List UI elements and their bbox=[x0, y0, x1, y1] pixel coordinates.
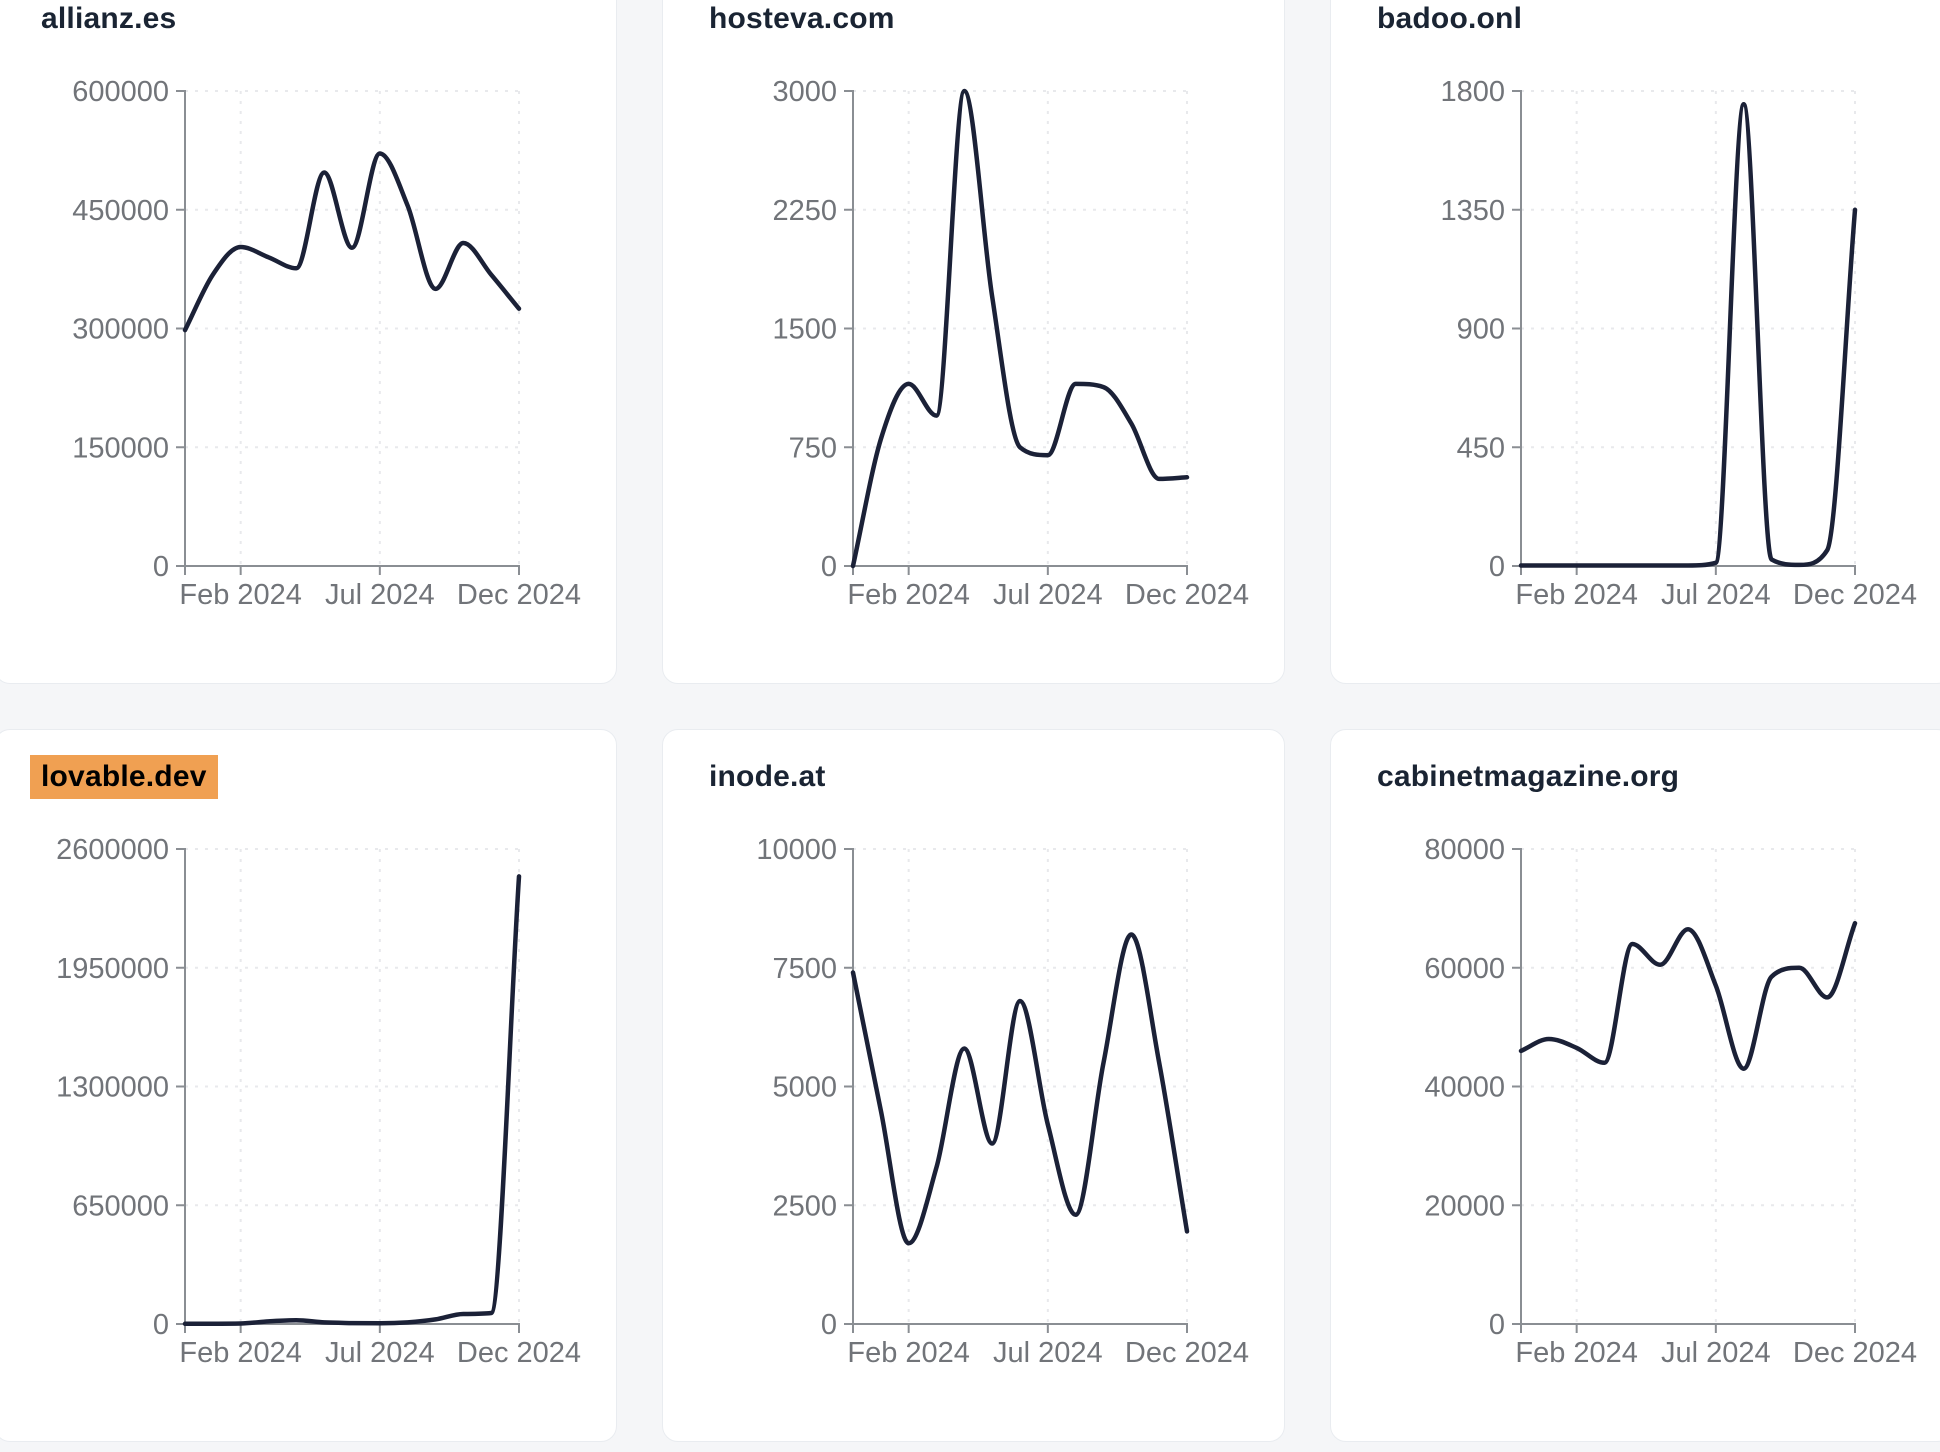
x-axis bbox=[852, 1323, 1188, 1333]
x-tick-label: Dec 2024 bbox=[1125, 579, 1249, 611]
y-tick-label: 900 bbox=[1457, 314, 1505, 346]
chart-title-text: inode.at bbox=[709, 760, 826, 793]
chart-card-inode-at[interactable]: inode.at 0 2500 5000 7500 10000 Feb 2024 Jul 2… bbox=[662, 729, 1285, 1442]
y-tick-label: 300000 bbox=[72, 314, 169, 346]
x-tick-label: Jul 2024 bbox=[1661, 579, 1771, 611]
y-tick-label: 2500 bbox=[772, 1190, 837, 1222]
chart-title-text: lovable.dev bbox=[30, 755, 218, 799]
x-tick-label: Dec 2024 bbox=[1793, 1337, 1917, 1369]
y-tick-label: 0 bbox=[153, 1309, 169, 1341]
line-chart-allianz-es: 0 150000 300000 450000 600000 Feb 2024 Jul 202… bbox=[72, 76, 581, 611]
x-axis bbox=[1520, 1323, 1856, 1333]
chart-title: inode.at bbox=[709, 760, 826, 794]
series-line bbox=[1518, 101, 1858, 568]
chart-title: hosteva.com bbox=[709, 2, 895, 36]
x-axis bbox=[852, 565, 1188, 575]
x-tick-label: Dec 2024 bbox=[1125, 1337, 1249, 1369]
y-tick-label: 40000 bbox=[1424, 1072, 1505, 1104]
x-tick-label: Feb 2024 bbox=[847, 1337, 970, 1369]
x-tick-label: Feb 2024 bbox=[1515, 579, 1638, 611]
line-chart-lovable-dev: 0 650000 1300000 1950000 2600000 Feb 2024 Jul … bbox=[56, 834, 581, 1369]
x-tick-label: Feb 2024 bbox=[179, 1337, 302, 1369]
y-tick-label: 1800 bbox=[1440, 76, 1505, 108]
x-tick-label: Feb 2024 bbox=[1515, 1337, 1638, 1369]
series-line bbox=[850, 932, 1190, 1246]
y-tick-label: 0 bbox=[153, 551, 169, 583]
chart-card-lovable-dev[interactable]: lovable.dev 0 650000 1300000 1950000 2600000… bbox=[0, 729, 617, 1442]
series-line bbox=[1518, 920, 1858, 1071]
y-tick-label: 20000 bbox=[1424, 1190, 1505, 1222]
x-tick-label: Jul 2024 bbox=[325, 579, 435, 611]
x-axis bbox=[184, 565, 520, 575]
x-tick-label: Jul 2024 bbox=[325, 1337, 435, 1369]
chart-title: badoo.onl bbox=[1377, 2, 1522, 36]
y-tick-label: 5000 bbox=[772, 1072, 837, 1104]
series-line bbox=[182, 874, 522, 1327]
line-chart-badoo-onl: 0 450 900 1350 1800 Feb 2024 Jul 2024 Dec 2024 bbox=[1440, 76, 1917, 611]
y-tick-label: 1500 bbox=[772, 314, 837, 346]
line-chart-cabinetmagazine-org: 0 20000 40000 60000 80000 Feb 2024 Jul 2024 Dec… bbox=[1424, 834, 1917, 1369]
chart-title: lovable.dev bbox=[30, 755, 218, 799]
chart-card-badoo-onl[interactable]: badoo.onl 0 450 900 1350 1800 Feb 2024 Jul 202… bbox=[1330, 0, 1940, 684]
x-tick-label: Feb 2024 bbox=[847, 579, 970, 611]
y-tick-label: 450 bbox=[1457, 432, 1505, 464]
chart-card-hosteva-com[interactable]: hosteva.com 0 750 1500 2250 3000 Feb 2024 Jul … bbox=[662, 0, 1285, 684]
y-tick-label: 10000 bbox=[756, 834, 837, 866]
chart-title-text: allianz.es bbox=[41, 2, 177, 35]
x-tick-label: Jul 2024 bbox=[993, 579, 1103, 611]
y-tick-label: 1300000 bbox=[56, 1072, 169, 1104]
y-tick-label: 2600000 bbox=[56, 834, 169, 866]
y-tick-label: 3000 bbox=[772, 76, 837, 108]
chart-title-text: badoo.onl bbox=[1377, 2, 1523, 35]
y-tick-label: 150000 bbox=[72, 432, 169, 464]
x-tick-label: Jul 2024 bbox=[1661, 1337, 1771, 1369]
y-tick-label: 600000 bbox=[72, 76, 169, 108]
y-tick-label: 0 bbox=[1489, 551, 1505, 583]
series-line bbox=[850, 88, 1190, 569]
x-tick-label: Dec 2024 bbox=[1793, 579, 1917, 611]
chart-title-text: cabinetmagazine.org bbox=[1377, 760, 1680, 793]
chart-card-allianz-es[interactable]: allianz.es 0 150000 300000 450000 600000 Feb … bbox=[0, 0, 617, 684]
x-tick-label: Dec 2024 bbox=[457, 579, 581, 611]
chart-title-text: hosteva.com bbox=[709, 2, 895, 35]
chart-card-cabinetmagazine-org[interactable]: cabinetmagazine.org 0 20000 40000 60000 8000… bbox=[1330, 729, 1940, 1442]
chart-title: allianz.es bbox=[41, 2, 176, 36]
y-tick-label: 60000 bbox=[1424, 953, 1505, 985]
x-tick-label: Feb 2024 bbox=[179, 579, 302, 611]
line-chart-hosteva-com: 0 750 1500 2250 3000 Feb 2024 Jul 2024 Dec 2024 bbox=[772, 76, 1249, 611]
x-tick-label: Dec 2024 bbox=[457, 1337, 581, 1369]
y-tick-label: 650000 bbox=[72, 1190, 169, 1222]
y-tick-label: 0 bbox=[821, 1309, 837, 1341]
line-chart-inode-at: 0 2500 5000 7500 10000 Feb 2024 Jul 2024 Dec 20… bbox=[756, 834, 1249, 1369]
chart-title: cabinetmagazine.org bbox=[1377, 760, 1679, 794]
series-line bbox=[182, 151, 522, 333]
y-tick-label: 0 bbox=[1489, 1309, 1505, 1341]
y-tick-label: 7500 bbox=[772, 953, 837, 985]
x-tick-label: Jul 2024 bbox=[993, 1337, 1103, 1369]
y-tick-label: 750 bbox=[789, 432, 837, 464]
y-tick-label: 1950000 bbox=[56, 953, 169, 985]
y-tick-label: 80000 bbox=[1424, 834, 1505, 866]
y-tick-label: 0 bbox=[821, 551, 837, 583]
y-tick-label: 2250 bbox=[772, 195, 837, 227]
y-tick-label: 1350 bbox=[1440, 195, 1505, 227]
y-tick-label: 450000 bbox=[72, 195, 169, 227]
